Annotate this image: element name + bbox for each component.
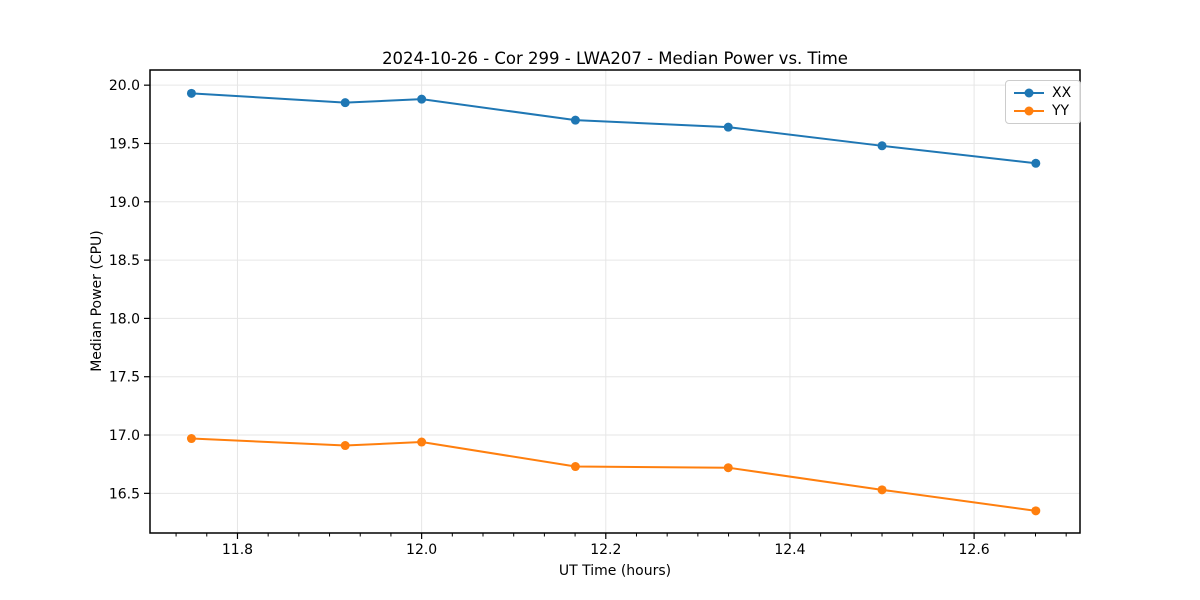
series-XX (186, 88, 1041, 168)
x-tick-label: 12.2 (590, 542, 621, 558)
data-point-YY (340, 441, 350, 451)
legend-label-YY: YY (1052, 103, 1070, 119)
y-tick-label: 19.5 (109, 136, 140, 152)
legend-marker-XX (1014, 88, 1044, 98)
chart-title: 2024-10-26 - Cor 299 - LWA207 - Median P… (382, 49, 848, 68)
series-line-YY (191, 437, 1036, 512)
x-tick-label: 12.0 (406, 542, 437, 558)
data-point-YY (877, 485, 887, 495)
y-tick-label: 16.5 (109, 486, 140, 502)
data-point-YY (1031, 506, 1041, 516)
data-point-YY (723, 463, 733, 473)
y-axis-label: Median Power (CPU) (89, 230, 105, 372)
data-point-XX (877, 141, 887, 151)
x-axis-label: UT Time (hours) (558, 563, 672, 579)
data-point-YY (570, 462, 580, 472)
x-axis: 11.8 12.0 12.2 12.4 12.6 (175, 533, 1067, 558)
legend-item-XX: XX (1013, 86, 1071, 100)
y-tick-label: 18.5 (109, 253, 140, 269)
legend-item-YY: YY (1013, 104, 1071, 118)
grid (150, 70, 1080, 533)
y-tick-label: 20.0 (109, 78, 140, 94)
y-axis: 16.5 17.0 17.5 18.0 18.5 19.0 19.5 20.0 (109, 78, 150, 502)
y-tick-label: 17.5 (109, 370, 140, 386)
data-point-XX (1031, 158, 1041, 168)
legend-label-XX: XX (1052, 85, 1072, 101)
x-tick-label: 12.4 (774, 542, 805, 558)
series-line-XX (191, 92, 1036, 165)
x-tick-label: 11.8 (222, 542, 253, 558)
data-point-XX (186, 88, 196, 98)
series-YY (186, 434, 1041, 516)
data-point-XX (340, 98, 350, 108)
data-point-XX (723, 122, 733, 132)
legend-marker-YY (1014, 106, 1044, 116)
y-tick-label: 18.0 (109, 311, 140, 327)
y-tick-label: 17.0 (109, 428, 140, 444)
data-point-XX (570, 115, 580, 125)
y-tick-label: 19.0 (109, 195, 140, 211)
data-point-XX (417, 94, 427, 104)
data-point-YY (417, 437, 427, 447)
x-tick-label: 12.6 (959, 542, 990, 558)
data-point-YY (186, 434, 196, 444)
axes-spines (149, 69, 1081, 534)
legend: XX YY (1005, 80, 1082, 124)
